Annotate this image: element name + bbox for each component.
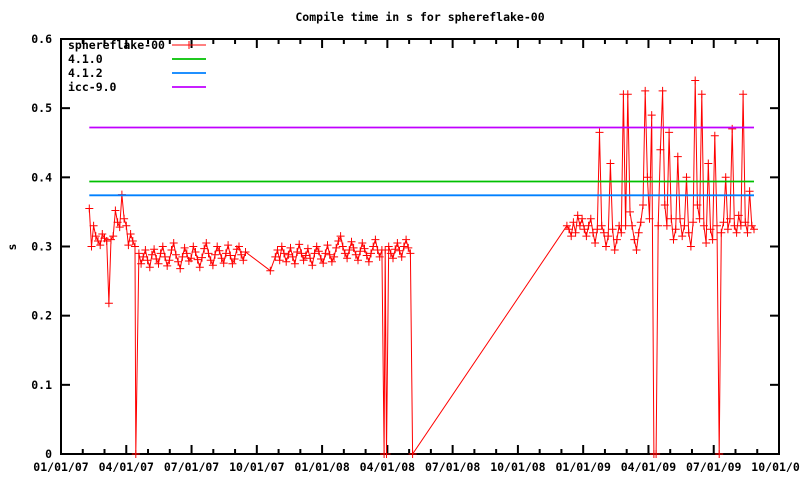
y-tick-label: 0.1	[31, 378, 52, 392]
x-tick-label: 01/01/07	[33, 460, 88, 474]
x-tick-label: 10/01/09	[751, 460, 800, 474]
x-tick-label: 10/01/08	[490, 460, 545, 474]
y-tick-label: 0.2	[31, 309, 52, 323]
y-tick-label: 0.4	[31, 170, 52, 184]
x-tick-label: 01/01/09	[555, 460, 610, 474]
y-tick-label: 0.5	[31, 101, 52, 115]
y-tick-label: 0.3	[31, 240, 52, 254]
legend-label-4.1.0: 4.1.0	[68, 52, 103, 66]
x-tick-label: 04/01/09	[621, 460, 676, 474]
x-tick-label: 07/01/09	[686, 460, 741, 474]
x-tick-label: 04/01/08	[360, 460, 415, 474]
x-ticks	[60, 40, 780, 453]
chart-title: Compile time in s for sphereflake-00	[295, 10, 545, 24]
tick-labels: 01/01/07 04/01/07 07/01/07 10/01/07 01/01/08…	[31, 32, 800, 474]
legend-sample-marker	[185, 41, 193, 49]
legend-label-icc-9.0: icc-9.0	[68, 80, 117, 94]
series-sphereflake-00-line	[88, 80, 755, 456]
x-tick-label: 07/01/08	[425, 460, 480, 474]
legend-label-sphereflake-00: sphereflake-00	[68, 38, 165, 52]
series-sphereflake-00-markers	[85, 76, 758, 458]
x-tick-label: 07/01/07	[164, 460, 219, 474]
legend-label-4.1.2: 4.1.2	[68, 66, 103, 80]
x-tick-label: 04/01/07	[99, 460, 154, 474]
y-ticks	[62, 38, 778, 455]
x-tick-label: 01/01/08	[294, 460, 349, 474]
x-tick-label: 10/01/07	[229, 460, 284, 474]
y-tick-label: 0.6	[31, 32, 52, 46]
y-tick-label: 0	[45, 447, 52, 461]
plot-border	[60, 38, 780, 455]
